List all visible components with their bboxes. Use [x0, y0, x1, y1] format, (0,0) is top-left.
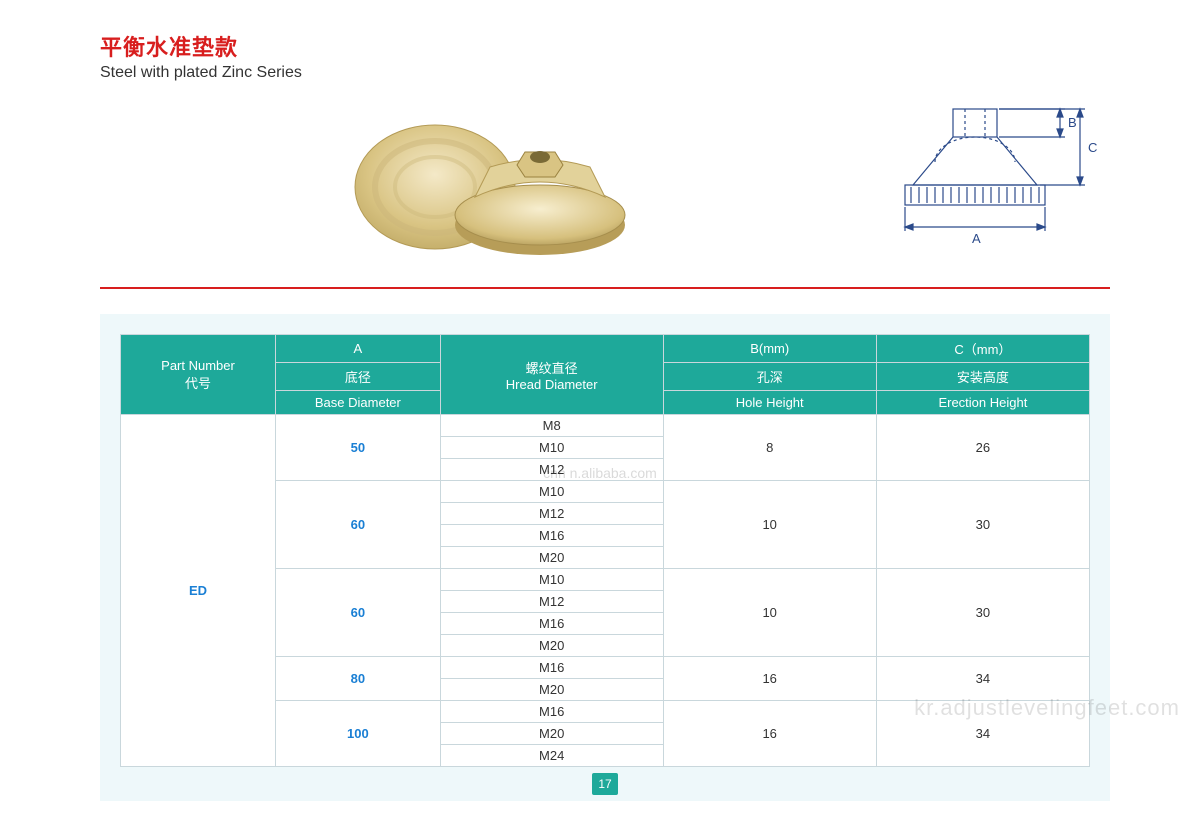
cell-thread: M20 [440, 723, 663, 745]
table-body: ED50M8826M10M1260M101030M12M16M2060M1010… [121, 415, 1090, 767]
cell-thread: M8 [440, 415, 663, 437]
section-divider [100, 287, 1110, 289]
cell-thread: M10 [440, 437, 663, 459]
product-photo [100, 97, 870, 267]
cell-base-diameter: 60 [276, 481, 441, 569]
spec-table: Part Number 代号 A 螺纹直径 Hread Diameter B(m… [120, 334, 1090, 767]
cell-thread: M10 [440, 481, 663, 503]
cell-thread: M12 [440, 591, 663, 613]
diagram-label-a: A [972, 231, 981, 246]
cell-erection-height: 26 [876, 415, 1089, 481]
cell-thread: M10 [440, 569, 663, 591]
cell-thread: M16 [440, 525, 663, 547]
title-english: Steel with plated Zinc Series [100, 64, 1110, 82]
cell-erection-height: 30 [876, 569, 1089, 657]
th-hread-cn: 螺纹直径 [443, 358, 661, 377]
th-part-number-cn: 代号 [123, 373, 273, 392]
cell-thread: M12 [440, 459, 663, 481]
th-c-top: C（mm） [876, 335, 1089, 363]
hero-row: A B C [100, 92, 1110, 272]
cell-thread: M16 [440, 613, 663, 635]
diagram-svg: A B C [875, 97, 1105, 267]
th-b-top: B(mm) [663, 335, 876, 363]
cell-thread: M20 [440, 547, 663, 569]
product-photo-svg [325, 97, 645, 267]
page-container: 平衡水准垫款 Steel with plated Zinc Series [0, 0, 1200, 821]
th-hread: 螺纹直径 Hread Diameter [440, 335, 663, 415]
technical-diagram: A B C [870, 97, 1110, 267]
th-c-cn: 安装高度 [876, 363, 1089, 391]
cell-erection-height: 30 [876, 481, 1089, 569]
cell-erection-height: 34 [876, 657, 1089, 701]
cell-thread: M24 [440, 745, 663, 767]
cell-thread: M20 [440, 635, 663, 657]
table-header: Part Number 代号 A 螺纹直径 Hread Diameter B(m… [121, 335, 1090, 415]
cell-thread: M20 [440, 679, 663, 701]
title-chinese: 平衡水准垫款 [100, 30, 1110, 62]
table-row: ED50M8826 [121, 415, 1090, 437]
cell-hole-height: 10 [663, 481, 876, 569]
cell-thread: M16 [440, 701, 663, 723]
cell-erection-height: 34 [876, 701, 1089, 767]
th-b-cn: 孔深 [663, 363, 876, 391]
diagram-label-b: B [1068, 115, 1077, 130]
th-a-top: A [276, 335, 441, 363]
th-a-cn: 底径 [276, 363, 441, 391]
cell-base-diameter: 60 [276, 569, 441, 657]
cell-hole-height: 8 [663, 415, 876, 481]
cell-thread: M16 [440, 657, 663, 679]
cell-base-diameter: 50 [276, 415, 441, 481]
cell-hole-height: 16 [663, 657, 876, 701]
th-c-en: Erection Height [876, 391, 1089, 415]
th-hread-en: Hread Diameter [443, 377, 661, 392]
cell-hole-height: 10 [663, 569, 876, 657]
th-part-number-en: Part Number [123, 358, 273, 373]
diagram-label-c: C [1088, 140, 1097, 155]
cell-part-number: ED [121, 415, 276, 767]
cell-thread: M12 [440, 503, 663, 525]
cell-base-diameter: 80 [276, 657, 441, 701]
th-part-number: Part Number 代号 [121, 335, 276, 415]
cell-hole-height: 16 [663, 701, 876, 767]
cell-base-diameter: 100 [276, 701, 441, 767]
page-number-badge: 17 [592, 773, 618, 795]
th-b-en: Hole Height [663, 391, 876, 415]
th-a-en: Base Diameter [276, 391, 441, 415]
spec-table-container: Part Number 代号 A 螺纹直径 Hread Diameter B(m… [100, 314, 1110, 801]
